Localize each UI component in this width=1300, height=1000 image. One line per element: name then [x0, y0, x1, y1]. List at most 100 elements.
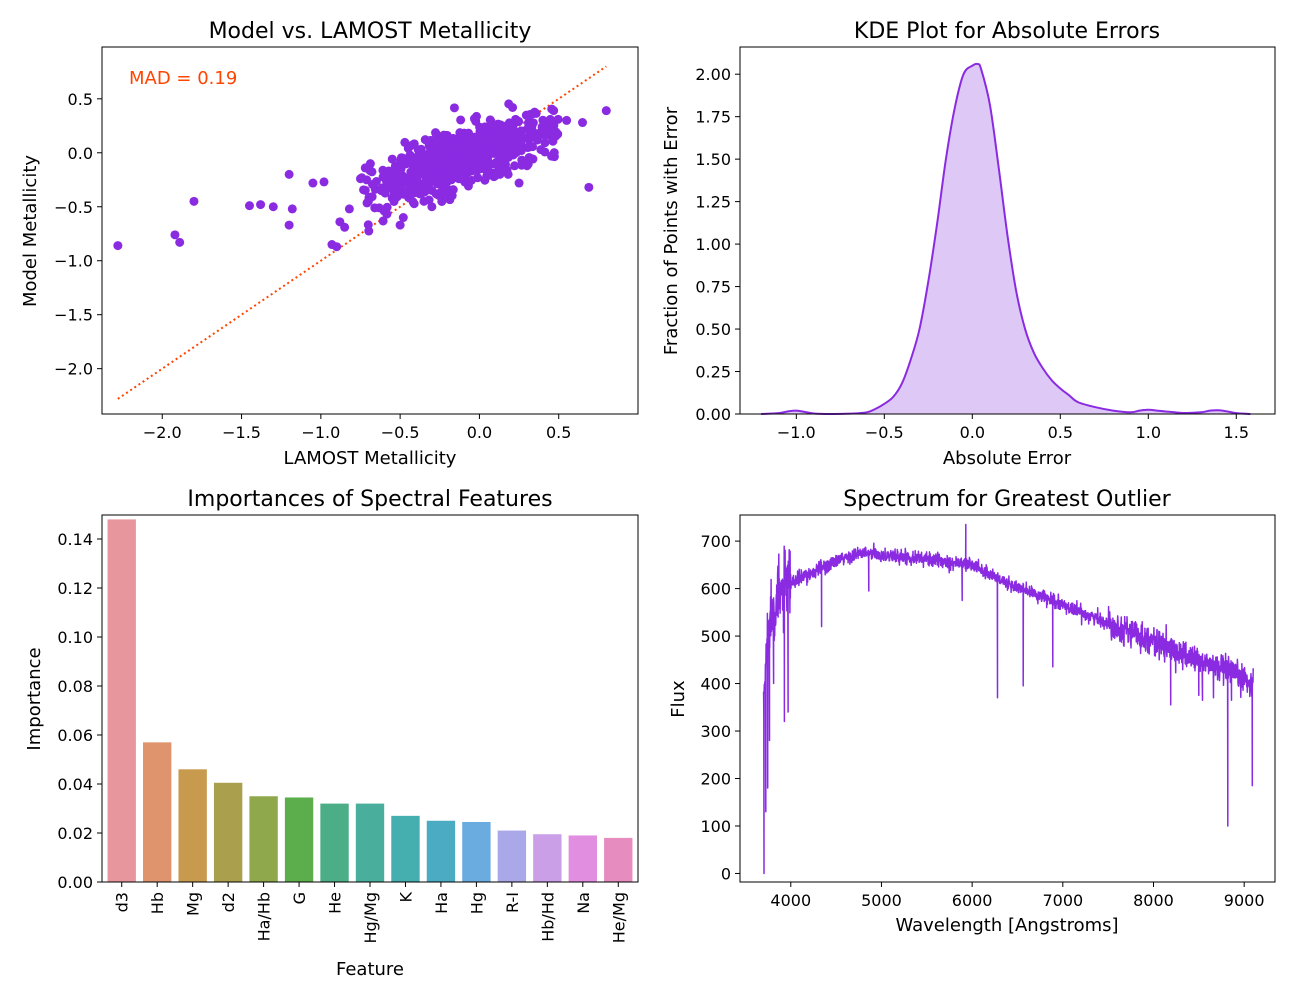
- scatter-point: [430, 136, 440, 146]
- scatter-point: [577, 118, 587, 128]
- scatter-x-tick-label: −2.0: [143, 423, 182, 442]
- scatter-point: [507, 145, 517, 155]
- scatter-point: [308, 178, 318, 188]
- scatter-point: [420, 135, 430, 145]
- scatter-point: [448, 185, 458, 195]
- scatter-point: [284, 220, 294, 230]
- scatter-point: [492, 138, 502, 148]
- importance-title: Importances of Spectral Features: [187, 487, 552, 512]
- scatter-point: [417, 188, 427, 198]
- scatter-point: [484, 161, 494, 171]
- kde-frame: [739, 46, 1276, 415]
- scatter-y-tick-label: −2.0: [54, 360, 93, 379]
- spectrum-y-ticks: 0 100 200 300 400 500 600 700: [700, 532, 740, 883]
- scatter-point: [435, 191, 445, 201]
- scatter-point: [493, 119, 503, 129]
- scatter-point: [601, 106, 611, 116]
- scatter-point: [449, 140, 459, 150]
- kde-y-tick-label: 1.75: [695, 108, 731, 127]
- spectrum-y-tick-label: 500: [700, 627, 731, 646]
- kde-y-tick-label: 1.00: [695, 235, 731, 254]
- scatter-point: [516, 128, 526, 138]
- scatter-x-tick-label: −1.0: [301, 423, 340, 442]
- scatter-title: Model vs. LAMOST Metallicity: [209, 19, 532, 44]
- scatter-point: [547, 151, 557, 161]
- kde-x-tick-label: −0.5: [865, 423, 904, 442]
- scatter-point: [484, 146, 494, 156]
- scatter-point: [532, 135, 542, 145]
- kde-y-label: Fraction of Points with Error: [661, 106, 682, 355]
- importance-y-tick-label: 0.10: [57, 628, 93, 647]
- scatter-y-tick-label: 0.0: [68, 144, 93, 163]
- feature-label: Na: [574, 892, 593, 914]
- scatter-point: [395, 220, 405, 230]
- scatter-point: [359, 185, 369, 195]
- spectrum-y-tick-label: 0: [721, 864, 731, 883]
- kde-y-ticks: 0.00 0.25 0.50 0.75 1.00 1.25 1.50 1.75 2.00: [695, 65, 740, 424]
- spectrum-frame: [739, 514, 1276, 883]
- spectrum-y-tick-label: 300: [700, 722, 731, 741]
- bar-Hb/Hd: [533, 834, 562, 882]
- scatter-point: [413, 145, 423, 155]
- scatter-point: [426, 154, 436, 164]
- kde-area: [761, 63, 1251, 415]
- kde-y-tick-label: 1.25: [695, 193, 731, 212]
- scatter-point: [469, 135, 479, 145]
- scatter-point: [485, 115, 495, 125]
- scatter-point: [456, 115, 466, 125]
- scatter-point: [528, 142, 538, 152]
- scatter-y-ticks: −2.0 −1.5 −1.0 −0.5 0.0 0.5: [54, 90, 102, 379]
- feature-label: Ha: [432, 892, 451, 914]
- kde-x-tick-label: 0.0: [960, 423, 985, 442]
- scatter-x-tick-label: 0.5: [546, 423, 571, 442]
- scatter-point: [431, 129, 441, 139]
- scatter-point: [461, 139, 471, 149]
- importance-y-tick-label: 0.06: [57, 726, 93, 745]
- spectrum-y-tick-label: 200: [700, 769, 731, 788]
- scatter-point: [370, 203, 380, 213]
- spectrum-y-tick-label: 600: [700, 580, 731, 599]
- scatter-point: [413, 151, 423, 161]
- scatter-point: [522, 161, 532, 171]
- scatter-point: [363, 196, 373, 206]
- scatter-y-tick-label: 0.5: [68, 90, 93, 109]
- scatter-point: [584, 182, 594, 192]
- scatter-point: [380, 188, 390, 198]
- scatter-point: [378, 216, 388, 226]
- scatter-point: [364, 226, 374, 236]
- feature-label: Mg: [184, 892, 203, 916]
- scatter-plot-area: [113, 65, 611, 400]
- scatter-frame: [101, 46, 639, 415]
- spectrum-panel: Spectrum for Greatest Outlier 4000 5000 60…: [668, 487, 1276, 936]
- scatter-point: [524, 125, 534, 135]
- feature-label: Hb/Hd: [538, 892, 557, 942]
- scatter-point: [244, 201, 254, 211]
- feature-label: G: [290, 892, 309, 904]
- scatter-point: [528, 154, 538, 164]
- feature-label: K: [396, 892, 415, 903]
- bar-Ha: [426, 820, 456, 882]
- scatter-point: [562, 115, 572, 125]
- scatter-point: [398, 213, 408, 223]
- scatter-point: [419, 165, 429, 175]
- scatter-y-tick-label: −1.5: [54, 306, 93, 325]
- bar-G: [284, 797, 314, 882]
- kde-x-tick-label: 1.5: [1224, 423, 1249, 442]
- spectrum-y-label: Flux: [668, 680, 689, 718]
- importance-y-label: Importance: [24, 647, 45, 750]
- importance-y-ticks: 0.00 0.02 0.04 0.06 0.08 0.10 0.12 0.14: [57, 530, 102, 892]
- scatter-x-label: LAMOST Metallicity: [284, 448, 457, 469]
- scatter-point: [467, 144, 477, 154]
- scatter-point: [461, 153, 471, 163]
- scatter-point: [450, 156, 460, 166]
- kde-x-tick-label: 1.0: [1136, 423, 1161, 442]
- importance-y-tick-label: 0.08: [57, 677, 93, 696]
- kde-title: KDE Plot for Absolute Errors: [854, 19, 1160, 44]
- bar-Hb: [143, 742, 172, 882]
- scatter-x-tick-label: 0.0: [467, 423, 492, 442]
- spectrum-x-tick-label: 9000: [1224, 891, 1265, 910]
- scatter-point: [287, 204, 297, 214]
- scatter-point: [502, 165, 512, 175]
- spectrum-x-tick-label: 6000: [952, 891, 993, 910]
- scatter-point: [508, 102, 518, 112]
